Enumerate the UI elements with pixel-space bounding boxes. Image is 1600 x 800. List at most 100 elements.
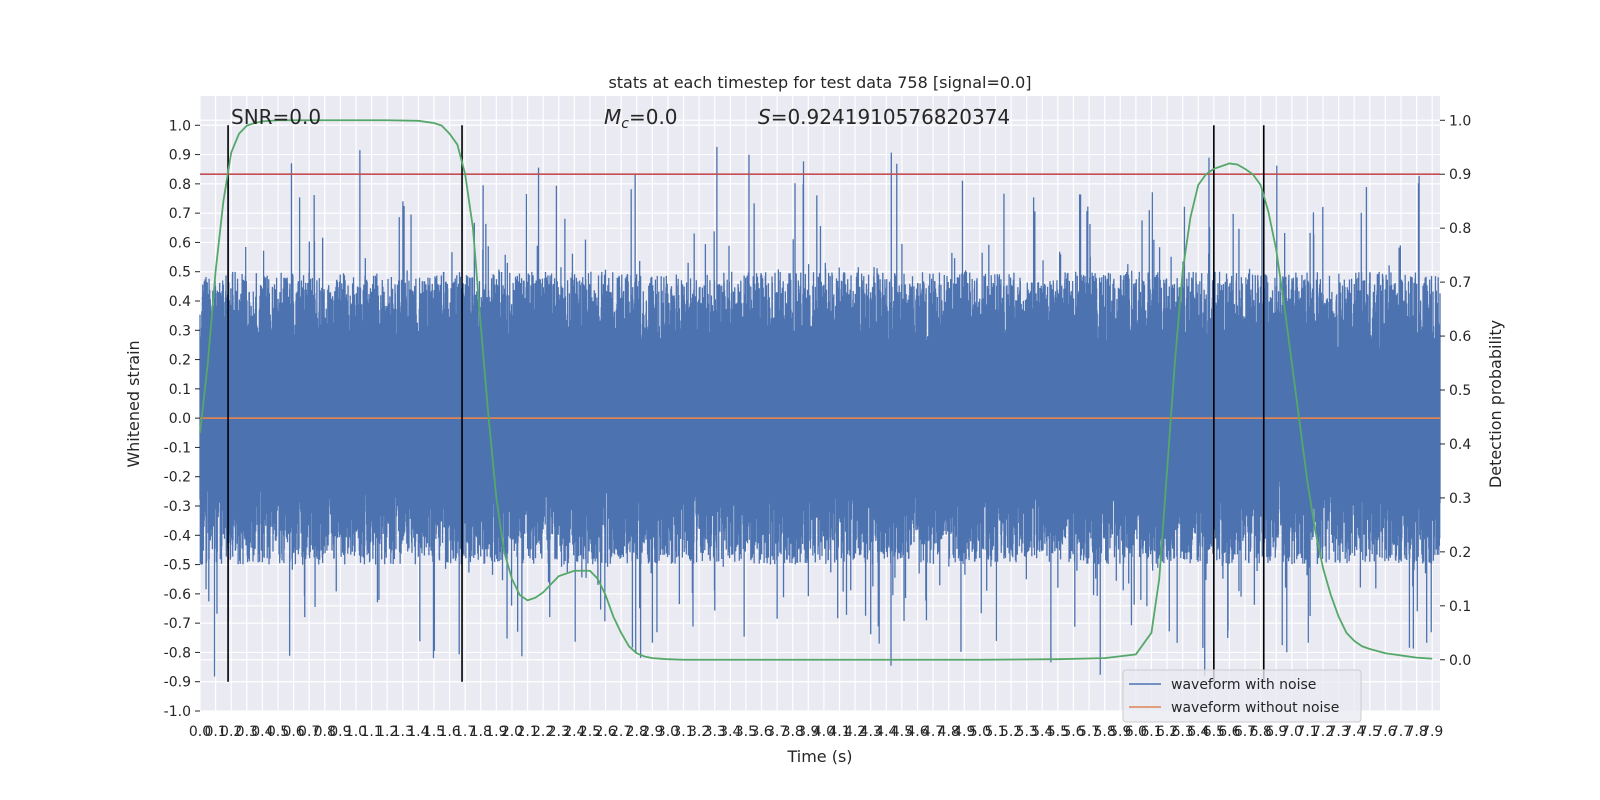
x-tick-label: 2.0 [501,724,523,740]
y-tick-label: 0.4 [169,294,191,310]
s-annotation: S=0.9241910576820374 [758,105,1010,129]
y2-tick-label: 0.7 [1449,275,1471,291]
x-tick-label: 0.3 [236,724,258,740]
x-tick-label: 7.2 [1312,724,1334,740]
x-tick-label: 3.8 [782,724,804,740]
y2-tick-label: 0.1 [1449,599,1471,615]
x-tick-label: 3.2 [688,724,710,740]
x-tick-label: 4.8 [938,724,960,740]
x-tick-label: 4.3 [860,724,882,740]
y-tick-label: 0.2 [169,353,191,369]
x-tick-label: 1.8 [470,724,492,740]
s-value: =0.9241910576820374 [771,105,1010,129]
mc-value: =0.0 [629,105,678,129]
x-tick-label: 0.8 [314,724,336,740]
noise-waveform-path [199,146,1441,677]
legend-box [1122,669,1362,723]
y-tick-label: 0.1 [169,382,191,398]
x-tick-label: 6.8 [1249,724,1271,740]
x-tick-label: 4.7 [922,724,944,740]
x-tick-label: 0.2 [220,724,242,740]
x-tick-label: 3.6 [750,724,772,740]
y2-tick-label: 0.2 [1449,545,1471,561]
y-tick-label: 0.8 [169,177,191,193]
y-tick-label: 0.5 [169,265,191,281]
x-tick-label: 6.2 [1156,724,1178,740]
y-tick-label: -0.9 [164,675,191,691]
x-tick-label: 5.8 [1094,724,1116,740]
y2-tick-label: 0.6 [1449,329,1471,345]
x-tick-label: 7.8 [1405,724,1427,740]
vertical-markers [227,125,1265,682]
x-axis-label: Time (s) [786,747,852,766]
x-tick-label: 4.0 [813,724,835,740]
x-tick-label: 5.7 [1078,724,1100,740]
x-tick-label: 5.9 [1109,724,1131,740]
x-tick-label: 1.7 [454,724,476,740]
y2-tick-label: 0.8 [1449,221,1471,237]
y-tick-label: 1.0 [169,118,191,134]
x-tick-label: 0.7 [298,724,320,740]
x-tick-label: 0.0 [189,724,211,740]
y-tick-label: -0.2 [164,470,191,486]
x-tick-label: 5.0 [969,724,991,740]
snr-annotation: SNR=0.0 [231,105,321,129]
x-tick-label: 4.4 [875,724,897,740]
x-tick-label: 3.4 [719,724,741,740]
y-tick-label: 0.9 [169,148,191,164]
x-tick-label: 7.4 [1343,724,1365,740]
mc-symbol: M [604,105,621,129]
x-tick-label: 0.5 [267,724,289,740]
y2-tick-label: 0.9 [1449,167,1471,183]
x-tick-label: 0.6 [282,724,304,740]
x-tick-label: 6.5 [1203,724,1225,740]
legend-label-clean: waveform without noise [1171,700,1339,716]
y-tick-label: -1.0 [164,704,191,720]
y-tick-label: 0.6 [169,235,191,251]
legend-label-noise: waveform with noise [1171,677,1316,693]
y2-tick-label: 0.0 [1449,653,1471,669]
probability-line [199,119,1433,661]
x-tick-label: 5.5 [1047,724,1069,740]
x-tick-label: 6.0 [1125,724,1147,740]
y-axis-ticks: -1.0 -0.9 -0.8 -0.7 -0.6 -0.5 -0.4 -0.3 -0.2 -0.1… [164,118,200,720]
series-detection-probability [199,119,1433,661]
x-tick-label: 5.1 [984,724,1006,740]
series-waveform-with-noise [199,146,1441,677]
x-tick-label: 1.3 [392,724,414,740]
y-tick-label: -0.4 [164,528,191,544]
x-tick-label: 2.3 [548,724,570,740]
x-tick-label: 6.9 [1265,724,1287,740]
x-tick-label: 0.9 [329,724,351,740]
x-tick-label: 6.4 [1187,724,1209,740]
legend: waveform with noise waveform without noi… [1122,669,1362,723]
x-tick-label: 6.3 [1172,724,1194,740]
y-tick-label: -0.5 [164,558,191,574]
x-tick-label: 1.4 [407,724,429,740]
x-tick-label: 3.7 [766,724,788,740]
y-tick-label: -0.1 [164,440,191,456]
y2-tick-label: 0.3 [1449,491,1471,507]
x-tick-label: 6.6 [1218,724,1240,740]
y-tick-label: -0.6 [164,587,191,603]
x-tick-label: 0.4 [251,724,273,740]
x-tick-label: 2.9 [641,724,663,740]
y2-tick-label: 0.5 [1449,383,1471,399]
x-tick-label: 4.1 [828,724,850,740]
mc-annotation: Mc=0.0 [604,105,678,132]
y2-axis-label: Detection probability [1486,320,1505,488]
x-tick-label: 0.1 [204,724,226,740]
x-tick-label: 3.0 [657,724,679,740]
x-tick-label: 7.3 [1327,724,1349,740]
x-tick-label: 1.1 [360,724,382,740]
y-tick-label: 0.3 [169,323,191,339]
chart-title: stats at each timestep for test data 758… [608,73,1031,92]
y-tick-label: -0.8 [164,645,191,661]
x-tick-label: 2.7 [610,724,632,740]
x-tick-label: 1.6 [438,724,460,740]
y2-axis-ticks: 0.0 0.1 0.2 0.3 0.4 0.5 0.6 0.7 0.8 0.9 1.0 [1440,113,1471,669]
x-tick-label: 7.1 [1296,724,1318,740]
x-tick-label: 2.1 [516,724,538,740]
x-tick-label: 3.5 [735,724,757,740]
